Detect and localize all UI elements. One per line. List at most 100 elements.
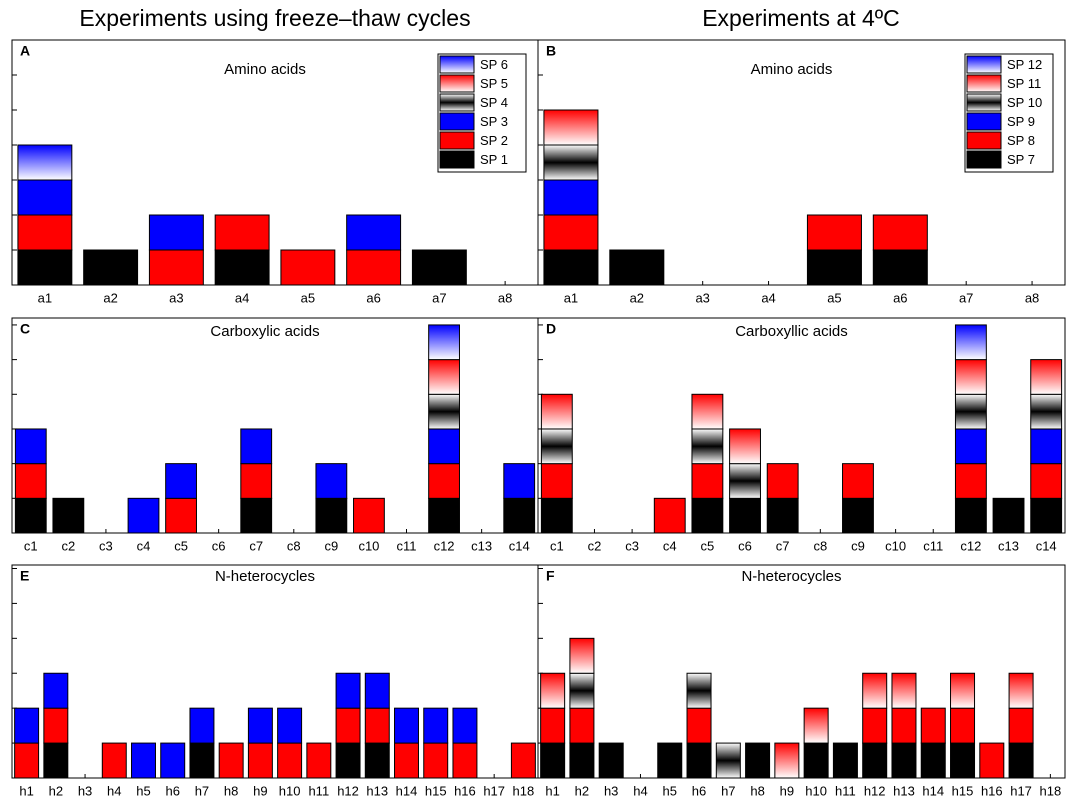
bar-segment [540, 463, 573, 499]
bar-segment [992, 497, 1025, 534]
x-tick-label: h1 [545, 783, 559, 798]
x-tick-label: a5 [827, 290, 841, 305]
bar-segment [364, 672, 390, 709]
bar-segment [127, 497, 160, 534]
bar-segment [842, 497, 874, 534]
bar-segment [729, 428, 761, 465]
bar-segment [691, 393, 724, 430]
bar-segment [240, 497, 273, 534]
bar-segment [862, 742, 888, 779]
panel-letter: D [546, 321, 556, 337]
bar-segment [165, 463, 197, 499]
panel-frame [537, 39, 1066, 286]
x-tick-label: a7 [959, 290, 973, 305]
x-tick-label: c2 [588, 538, 602, 553]
x-tick-label: h5 [136, 783, 150, 798]
bar-segment [540, 672, 566, 709]
bar-segment [803, 707, 829, 744]
bar-segment [543, 109, 599, 146]
x-tick-label: a6 [893, 290, 907, 305]
legend-label: SP 4 [480, 95, 508, 110]
panel-letter: A [20, 43, 30, 59]
bar-segment [774, 742, 800, 779]
bar-segment [148, 249, 204, 286]
x-tick-label: c6 [212, 538, 226, 553]
bar-segment [979, 742, 1005, 779]
legend-swatch [966, 150, 1002, 169]
bar-segment [950, 707, 976, 744]
x-tick-label: c9 [324, 538, 338, 553]
bar-segment [240, 463, 273, 499]
legend-swatch [966, 93, 1002, 112]
bar-segment [14, 742, 40, 779]
bar-segment [540, 742, 566, 779]
panel-title: Amino acids [751, 61, 833, 78]
x-tick-label: h6 [165, 783, 179, 798]
bar-segment [842, 463, 874, 499]
x-tick-label: a1 [38, 290, 52, 305]
x-tick-label: h14 [396, 783, 418, 798]
bar-segment [394, 707, 419, 744]
x-tick-label: a6 [366, 290, 380, 305]
legend-label: SP 3 [480, 114, 508, 129]
bar-segment [540, 497, 573, 534]
bar-segment [609, 249, 665, 286]
x-tick-label: h2 [49, 783, 63, 798]
x-tick-label: c11 [923, 538, 943, 553]
x-tick-label: c4 [663, 538, 677, 553]
legend-label: SP 7 [1007, 152, 1035, 167]
x-tick-label: h8 [224, 783, 238, 798]
bar-segment [1030, 393, 1063, 430]
bar-segment [428, 428, 460, 465]
panel-letter: E [20, 568, 29, 584]
bar-segment [14, 463, 47, 499]
column-title: Experiments using freeze–thaw cycles [79, 5, 470, 31]
bar-segment [43, 742, 69, 779]
bar-segment [346, 214, 402, 251]
bar-segment [353, 497, 385, 534]
bar-segment [394, 742, 419, 779]
bar-segment [569, 707, 595, 744]
legend-swatch [966, 55, 1002, 74]
bar-segment [950, 742, 976, 779]
x-tick-label: h13 [366, 783, 388, 798]
bar-segment [691, 497, 724, 534]
legend-label: SP 9 [1007, 114, 1035, 129]
x-tick-label: h12 [337, 783, 359, 798]
bar-segment [189, 742, 215, 779]
bar-segment [920, 742, 946, 779]
bar-segment [1030, 428, 1063, 465]
x-tick-label: h15 [952, 783, 974, 798]
legend-label: SP 2 [480, 133, 508, 148]
x-tick-label: h18 [1040, 783, 1062, 798]
x-tick-label: c6 [738, 538, 752, 553]
bar-segment [280, 249, 336, 286]
bar-segment [872, 249, 928, 286]
bar-segment [954, 463, 987, 499]
bar-segment [954, 324, 987, 361]
x-tick-label: c12 [960, 538, 981, 553]
panel-letter: C [20, 321, 30, 337]
bar-segment [1030, 359, 1063, 395]
legend-label: SP 8 [1007, 133, 1035, 148]
bar-segment [598, 742, 624, 779]
x-tick-label: h4 [107, 783, 121, 798]
bar-segment [803, 742, 829, 779]
bar-segment [569, 672, 595, 709]
bar-segment [14, 497, 47, 534]
panel-title: N-heterocycles [741, 568, 841, 585]
x-tick-label: h12 [864, 783, 886, 798]
x-tick-label: c10 [358, 538, 379, 553]
bar-segment [160, 742, 186, 779]
bar-segment [218, 742, 244, 779]
bar-segment [891, 672, 917, 709]
bar-segment [1008, 742, 1034, 779]
bar-segment [806, 214, 862, 251]
legend-label: SP 6 [480, 57, 508, 72]
bar-segment [862, 672, 888, 709]
bar-segment [954, 359, 987, 395]
x-tick-label: a4 [761, 290, 775, 305]
legend-swatch [966, 131, 1002, 150]
bar-segment [315, 497, 348, 534]
bar-segment [729, 497, 761, 534]
